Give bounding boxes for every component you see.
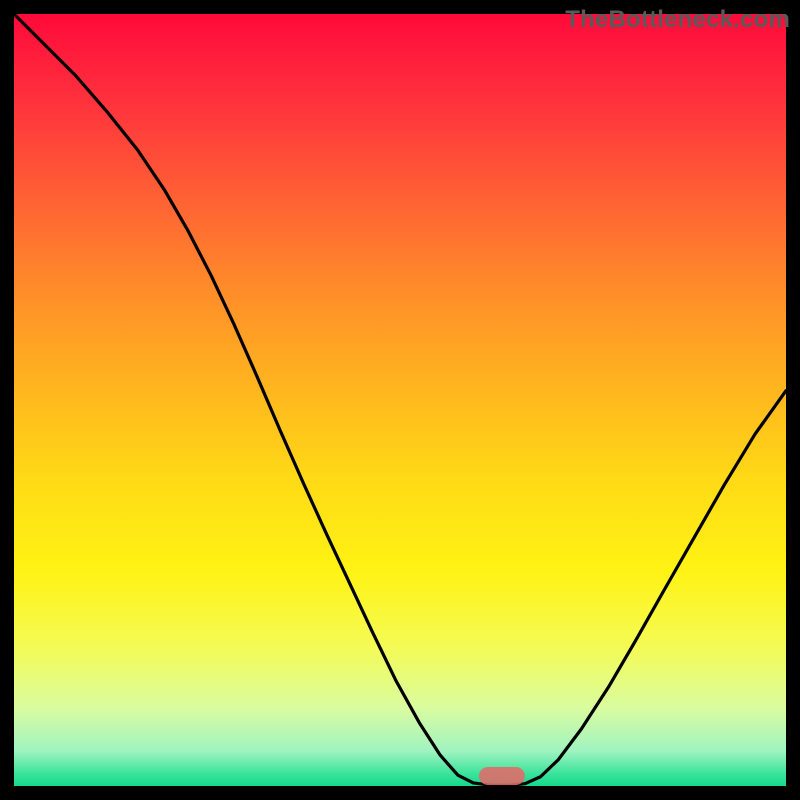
bottleneck-chart: TheBottleneck.com	[0, 0, 800, 800]
gradient-background	[14, 14, 786, 786]
optimal-marker	[479, 767, 525, 785]
watermark-text: TheBottleneck.com	[565, 6, 790, 34]
chart-svg	[0, 0, 800, 800]
